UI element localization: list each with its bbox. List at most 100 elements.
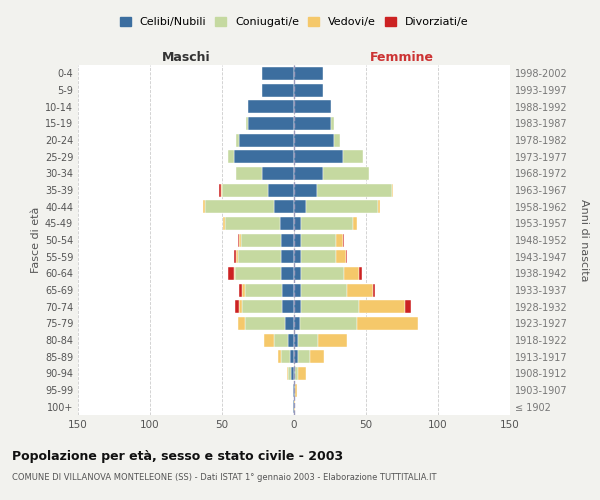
Bar [264,334,274,346]
Bar [334,134,340,146]
Bar [294,317,300,330]
Bar [294,184,317,196]
Bar [359,300,405,313]
Bar [310,350,324,363]
Bar [274,334,288,346]
Y-axis label: Fasce di età: Fasce di età [31,207,41,273]
Bar [293,400,294,413]
Bar [287,367,288,380]
Bar [294,384,295,396]
Bar [219,184,221,196]
Bar [222,184,268,196]
Bar [319,334,347,346]
Bar [236,167,262,180]
Bar [336,234,343,246]
Bar [203,200,205,213]
Bar [295,384,297,396]
Bar [225,217,280,230]
Text: Maschi: Maschi [161,51,211,64]
Bar [298,334,319,346]
Bar [248,100,294,113]
Bar [248,117,294,130]
Bar [281,250,294,263]
Bar [294,334,298,346]
Bar [377,200,380,213]
Bar [245,317,286,330]
Bar [373,284,374,296]
Bar [262,67,294,80]
Bar [235,267,281,280]
Bar [233,150,294,163]
Bar [294,234,301,246]
Bar [298,350,310,363]
Bar [268,184,294,196]
Bar [205,200,274,213]
Bar [283,284,294,296]
Bar [221,184,222,196]
Bar [242,300,283,313]
Bar [331,117,334,130]
Bar [239,234,241,246]
Bar [358,317,418,330]
Bar [301,217,353,230]
Bar [294,267,301,280]
Bar [405,300,410,313]
Bar [301,250,336,263]
Bar [239,300,242,313]
Bar [262,84,294,96]
Bar [305,200,377,213]
Bar [239,284,242,296]
Bar [288,334,294,346]
Bar [281,350,290,363]
Bar [343,150,363,163]
Bar [295,367,298,380]
Bar [294,350,298,363]
Bar [278,350,281,363]
Bar [238,250,281,263]
Bar [262,167,294,180]
Bar [347,284,373,296]
Text: Femmine: Femmine [370,51,434,64]
Bar [288,367,291,380]
Bar [294,134,334,146]
Bar [281,267,294,280]
Bar [301,267,344,280]
Bar [294,217,301,230]
Bar [239,134,294,146]
Bar [294,400,295,413]
Bar [245,284,283,296]
Bar [236,250,238,263]
Bar [294,167,323,180]
Bar [344,267,359,280]
Bar [286,317,294,330]
Bar [317,184,392,196]
Bar [290,350,294,363]
Bar [294,200,305,213]
Bar [291,367,294,380]
Bar [235,300,239,313]
Bar [274,200,294,213]
Bar [294,284,301,296]
Bar [294,367,295,380]
Bar [294,250,301,263]
Bar [301,300,359,313]
Text: Popolazione per età, sesso e stato civile - 2003: Popolazione per età, sesso e stato civil… [12,450,343,463]
Bar [247,117,248,130]
Bar [298,367,305,380]
Bar [280,217,294,230]
Bar [238,317,245,330]
Bar [294,100,331,113]
Bar [336,250,346,263]
Bar [346,250,347,263]
Bar [233,267,235,280]
Bar [228,267,233,280]
Bar [300,317,358,330]
Bar [294,300,301,313]
Bar [353,217,358,230]
Bar [294,150,343,163]
Bar [343,234,344,246]
Legend: Celibi/Nubili, Coniugati/e, Vedovi/e, Divorziati/e: Celibi/Nubili, Coniugati/e, Vedovi/e, Di… [118,14,470,30]
Bar [281,234,294,246]
Y-axis label: Anni di nascita: Anni di nascita [579,198,589,281]
Text: COMUNE DI VILLANOVA MONTELEONE (SS) - Dati ISTAT 1° gennaio 2003 - Elaborazione : COMUNE DI VILLANOVA MONTELEONE (SS) - Da… [12,472,437,482]
